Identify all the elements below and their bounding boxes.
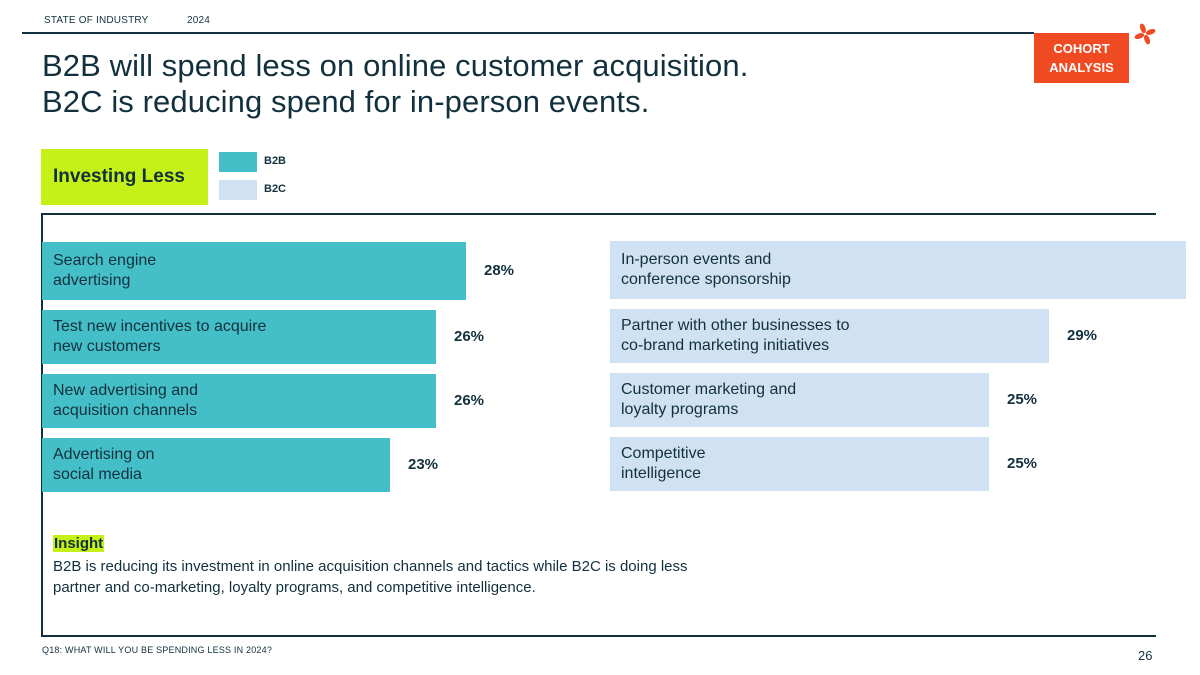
survey-question: Q18: WHAT WILL YOU BE SPENDING LESS IN 2… [42, 645, 273, 655]
value-label-b2b-1: 28% [484, 262, 515, 279]
value-label-b2c-4: 25% [1007, 455, 1038, 472]
header-rule [22, 32, 1034, 34]
page-number: 26 [1138, 648, 1153, 663]
badge-line-1: COHORT [1053, 41, 1110, 56]
legend-label-b2c: B2C [264, 183, 287, 195]
legend-swatch-b2b [219, 152, 257, 172]
value-label-b2c-3: 25% [1007, 391, 1038, 408]
legend-label-b2b: B2B [264, 155, 287, 167]
value-label-b2c-2: 29% [1067, 327, 1098, 344]
bar-label-b2b-3: New advertising and acquisition channels [53, 382, 198, 419]
title-line-2: B2C is reducing spend for in-person even… [42, 84, 650, 119]
value-label-b2b-2: 26% [454, 328, 485, 345]
bar-label-b2c-2: Partner with other businesses to co-bran… [621, 317, 850, 354]
chart-frame-top [41, 213, 1156, 215]
value-label-b2b-4: 23% [408, 456, 439, 473]
cohort-analysis-badge: COHORT ANALYSIS [1034, 33, 1129, 83]
bar-b2b-2: Test new incentives to acquire new custo… [42, 310, 436, 364]
insight-title: Insight [53, 535, 105, 552]
bar-label-b2c-3: Customer marketing and loyalty programs [621, 381, 797, 418]
bar-label-b2c-4: Competitive intelligence [621, 445, 706, 482]
bar-b2c-3: Customer marketing and loyalty programs [610, 373, 989, 427]
bar-label-b2b-1: Search engine advertising [53, 252, 157, 289]
bar-label-b2c-1: In-person events and conference sponsors… [621, 251, 791, 288]
bar-b2b-4: Advertising on social media [42, 438, 390, 492]
bar-b2c-4: Competitive intelligence [610, 437, 989, 491]
badge-line-2: ANALYSIS [1049, 60, 1114, 75]
brand-logo-icon [1134, 23, 1156, 45]
bar-b2c-1: In-person events and conference sponsors… [610, 241, 1186, 299]
legend-swatch-b2c [219, 180, 257, 200]
report-name: STATE OF INDUSTRY [44, 15, 149, 26]
value-label-b2b-3: 26% [454, 392, 485, 409]
report-year: 2024 [187, 15, 211, 26]
title-line-1: B2B will spend less on online customer a… [42, 48, 749, 83]
bar-b2b-1: Search engine advertising [42, 242, 466, 300]
insight-body: B2B is reducing its investment in online… [53, 558, 688, 596]
section-tag: Investing Less [41, 149, 208, 205]
bar-b2b-3: New advertising and acquisition channels [42, 374, 436, 428]
page-title: B2B will spend less on online customer a… [42, 48, 748, 120]
bar-label-b2b-2: Test new incentives to acquire new custo… [53, 318, 267, 355]
chart-frame-bottom [41, 635, 1156, 637]
bar-label-b2b-4: Advertising on social media [53, 446, 155, 483]
bar-b2c-2: Partner with other businesses to co-bran… [610, 309, 1049, 363]
